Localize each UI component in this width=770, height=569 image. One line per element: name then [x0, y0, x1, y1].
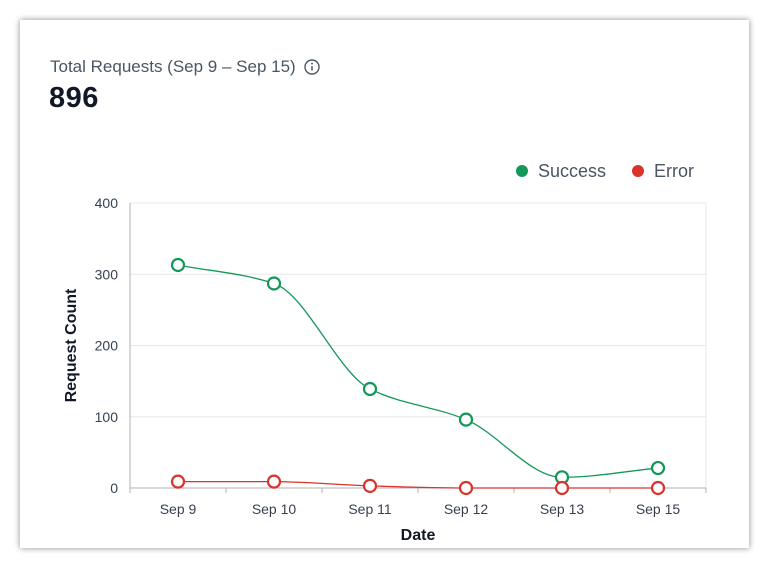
- success-data-point: [362, 381, 378, 397]
- x-tick-label: Sep 12: [444, 501, 489, 517]
- x-tick-label: Sep 9: [160, 501, 197, 517]
- info-icon[interactable]: [304, 59, 320, 75]
- x-tick-label: Sep 11: [348, 501, 392, 517]
- error-data-point: [458, 480, 474, 496]
- y-tick-label: 200: [95, 338, 119, 354]
- error-data-point: [170, 474, 186, 489]
- error-series-line: [178, 480, 658, 489]
- y-axis-title: Request Count: [63, 288, 80, 402]
- x-tick-label: Sep 15: [636, 501, 681, 517]
- success-data-point: [266, 276, 282, 291]
- success-legend-label: Success: [538, 161, 606, 181]
- line-chart: 0 100 200 300 400 Sep 9 Sep 10 Sep 11 Sep 12 Sep …: [63, 161, 707, 544]
- card-title: Total Requests (Sep 9 – Sep 15): [50, 57, 296, 76]
- y-tick-label: 100: [95, 409, 119, 425]
- card-title-row: Total Requests (Sep 9 – Sep 15): [50, 57, 320, 77]
- error-data-point: [362, 478, 378, 493]
- error-data-point: [266, 474, 282, 489]
- x-tick-label: Sep 10: [252, 501, 297, 517]
- error-data-point: [554, 480, 570, 496]
- error-legend-label: Error: [654, 161, 694, 181]
- y-tick-label: 0: [110, 480, 118, 496]
- success-data-point: [170, 257, 186, 273]
- axes: 0 100 200 300 400 Sep 9 Sep 10 Sep 11 Sep 12 Sep …: [95, 195, 707, 517]
- legend: Success Error: [516, 161, 694, 181]
- error-legend-marker: [632, 165, 644, 177]
- success-data-point: [458, 412, 474, 427]
- success-data-point: [650, 460, 666, 476]
- success-legend-marker: [516, 165, 528, 177]
- series-layer: [170, 257, 666, 496]
- grid-lines: [130, 202, 707, 488]
- total-requests-value: 896: [49, 82, 99, 114]
- success-series-line: [177, 264, 659, 478]
- chart-card: Total Requests (Sep 9 – Sep 15) 896 0 100…: [20, 20, 749, 548]
- x-tick-label: Sep 13: [540, 501, 585, 517]
- error-data-point: [650, 480, 666, 496]
- y-tick-label: 300: [95, 266, 119, 282]
- y-tick-label: 400: [95, 195, 119, 211]
- x-axis-title: Date: [401, 527, 436, 544]
